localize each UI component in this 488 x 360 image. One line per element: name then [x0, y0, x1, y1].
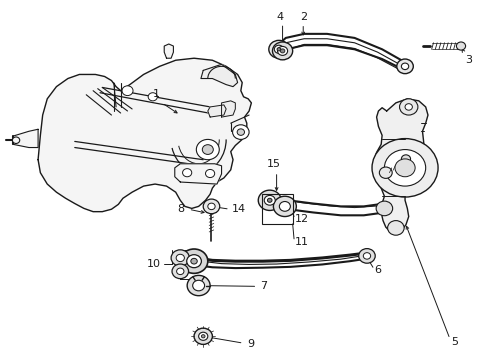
Circle shape [180, 249, 207, 273]
Polygon shape [38, 58, 251, 212]
Circle shape [277, 46, 287, 55]
Bar [262, 194, 292, 224]
Text: 8: 8 [177, 204, 184, 214]
Circle shape [375, 201, 392, 216]
Circle shape [267, 198, 271, 202]
Circle shape [202, 145, 213, 154]
Circle shape [404, 104, 411, 110]
Circle shape [186, 255, 201, 268]
Circle shape [194, 328, 212, 345]
Circle shape [274, 45, 283, 53]
Circle shape [401, 155, 410, 163]
Text: 7: 7 [260, 282, 267, 291]
Circle shape [192, 280, 204, 291]
Text: 5: 5 [450, 337, 457, 347]
Circle shape [148, 93, 157, 101]
Circle shape [176, 268, 183, 275]
Circle shape [182, 168, 191, 177]
Circle shape [279, 202, 290, 211]
Text: 9: 9 [246, 339, 253, 350]
Circle shape [122, 86, 133, 95]
Text: 4: 4 [276, 12, 283, 22]
Circle shape [387, 221, 403, 235]
Circle shape [187, 275, 210, 296]
Circle shape [273, 196, 296, 216]
Circle shape [198, 332, 207, 340]
Circle shape [394, 159, 414, 177]
Circle shape [196, 139, 219, 160]
Polygon shape [174, 164, 221, 184]
Circle shape [371, 139, 437, 197]
Circle shape [379, 167, 391, 178]
Circle shape [172, 264, 188, 279]
Circle shape [264, 195, 275, 205]
Text: 1: 1 [153, 89, 160, 99]
Circle shape [277, 48, 280, 51]
Circle shape [280, 49, 285, 53]
Circle shape [205, 170, 214, 177]
Text: 13: 13 [395, 143, 409, 152]
Circle shape [176, 254, 184, 262]
Text: 2: 2 [299, 12, 306, 22]
Polygon shape [221, 101, 235, 117]
Circle shape [203, 199, 219, 214]
Circle shape [396, 59, 412, 74]
Circle shape [237, 129, 244, 135]
Circle shape [258, 190, 281, 211]
Polygon shape [373, 99, 427, 234]
Circle shape [401, 63, 408, 69]
Circle shape [12, 137, 20, 144]
Circle shape [201, 335, 204, 338]
Text: 6: 6 [373, 265, 380, 275]
Circle shape [384, 149, 425, 186]
Polygon shape [207, 105, 225, 117]
Polygon shape [13, 129, 38, 148]
Polygon shape [164, 44, 173, 58]
Circle shape [363, 253, 370, 259]
Text: 3: 3 [465, 55, 471, 65]
Text: 12: 12 [294, 213, 308, 224]
Text: 15: 15 [267, 159, 281, 168]
Circle shape [358, 249, 374, 263]
Circle shape [232, 125, 248, 139]
Circle shape [399, 99, 417, 115]
Circle shape [272, 42, 292, 60]
Circle shape [455, 42, 465, 50]
Circle shape [207, 203, 215, 210]
Circle shape [171, 250, 189, 266]
Text: 11: 11 [294, 237, 308, 247]
Polygon shape [201, 64, 237, 87]
Circle shape [268, 40, 288, 58]
Text: 14: 14 [231, 204, 245, 214]
Circle shape [190, 258, 197, 264]
Text: 10: 10 [147, 260, 161, 269]
